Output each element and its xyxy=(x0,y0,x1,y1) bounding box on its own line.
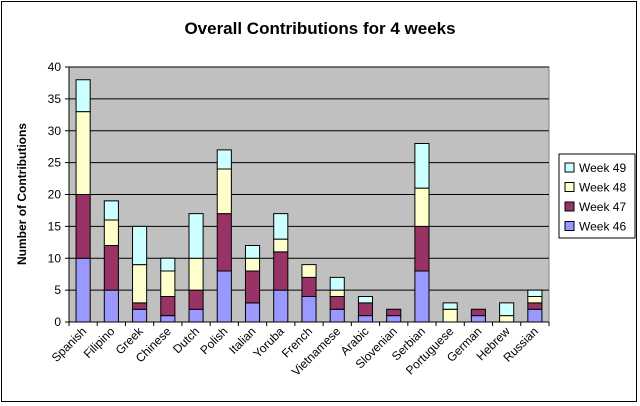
bar-segment xyxy=(499,302,515,317)
bar-segment xyxy=(527,308,543,323)
bar-segment xyxy=(75,257,91,323)
bar-segment xyxy=(188,213,204,259)
bar-segment xyxy=(329,296,345,310)
bar-segment xyxy=(301,264,317,278)
bar-segment xyxy=(160,270,176,297)
y-tick-label: 10 xyxy=(48,251,62,265)
bar-segment xyxy=(216,270,232,323)
bar-segment xyxy=(103,245,119,291)
bar-segment xyxy=(301,276,317,297)
bar-segment xyxy=(103,200,119,221)
bar-segment xyxy=(132,308,148,323)
bar-segment xyxy=(244,302,261,323)
bar-segment xyxy=(273,289,289,323)
bar-segment xyxy=(75,79,91,113)
bar-segment xyxy=(527,289,543,297)
legend-swatch xyxy=(564,182,575,192)
legend-swatch xyxy=(564,162,575,173)
y-tick-label: 30 xyxy=(48,124,62,138)
bar-segment xyxy=(273,238,289,253)
bar-segment xyxy=(216,149,232,170)
y-axis-label: Number of Contributions xyxy=(15,123,29,265)
bar-segment xyxy=(329,308,345,323)
bar-segment xyxy=(188,308,204,323)
bar-segment xyxy=(442,302,458,310)
bar-segment xyxy=(103,219,119,246)
legend-label: Week 46 xyxy=(579,220,626,234)
y-tick-label: 20 xyxy=(48,188,62,202)
x-tick-label: Yoruba xyxy=(250,324,287,361)
bar-segment xyxy=(103,289,119,323)
x-axis-ticks: SpanishFilipinoGreekChineseDutchPolishIt… xyxy=(49,322,550,379)
bar-segment xyxy=(442,308,458,323)
legend-label: Week 49 xyxy=(579,161,626,175)
bar-segment xyxy=(470,308,486,317)
bar-segment xyxy=(414,143,430,189)
x-tick-label: Spanish xyxy=(49,324,90,365)
bar-segment xyxy=(160,315,176,323)
bar-segment xyxy=(188,289,204,310)
bar-segment xyxy=(132,225,148,266)
x-tick-label: Polish xyxy=(197,324,230,357)
y-tick-label: 15 xyxy=(48,219,62,233)
bar-segment xyxy=(75,194,91,259)
bar-segment xyxy=(216,168,232,215)
bar-segment xyxy=(216,213,232,272)
legend-label: Week 48 xyxy=(579,181,626,195)
legend: Week 49 Week 48 Week 47 Week 46 xyxy=(558,153,636,239)
bar-segment xyxy=(414,225,430,272)
bar-segment xyxy=(386,315,402,323)
bar-segment xyxy=(273,251,289,291)
bar-segment xyxy=(301,296,317,323)
bar-segment xyxy=(499,315,515,323)
legend-label: Week 47 xyxy=(579,200,626,214)
bar-segment xyxy=(386,308,402,317)
bar-segment xyxy=(357,315,374,323)
bar-segment xyxy=(329,276,345,291)
bar-segment xyxy=(75,111,91,195)
bar-segment xyxy=(357,302,374,317)
bar-segment xyxy=(527,302,543,310)
y-axis-ticks: 0 5 10 15 20 25 30 35 40 xyxy=(48,60,549,329)
bar-segment xyxy=(132,302,148,310)
bar-segment xyxy=(527,296,543,304)
bar-segment xyxy=(357,296,374,304)
gridlines xyxy=(69,66,549,291)
legend-swatch xyxy=(564,201,575,212)
bar-segment xyxy=(329,289,345,297)
y-tick-label: 40 xyxy=(48,60,62,74)
bar-segment xyxy=(132,264,148,304)
bar-segment xyxy=(244,257,261,272)
x-tick-label: Filipino xyxy=(81,324,118,361)
bar-segment xyxy=(160,257,176,272)
bar-segment xyxy=(470,315,486,323)
bar-segment xyxy=(414,187,430,227)
bar-segment xyxy=(414,270,430,323)
bar-segment xyxy=(188,257,204,291)
bar-segment xyxy=(160,296,176,317)
chart-title: Overall Contributions for 4 weeks xyxy=(184,19,455,38)
y-tick-label: 25 xyxy=(48,156,62,170)
y-tick-label: 5 xyxy=(54,283,61,297)
legend-swatch xyxy=(564,221,575,231)
bar-segment xyxy=(244,270,261,304)
x-tick-label: Dutch xyxy=(170,324,202,356)
bar-segment xyxy=(244,245,261,259)
y-tick-label: 35 xyxy=(48,92,62,106)
y-tick-label: 0 xyxy=(54,315,61,329)
bar-segment xyxy=(273,213,289,240)
